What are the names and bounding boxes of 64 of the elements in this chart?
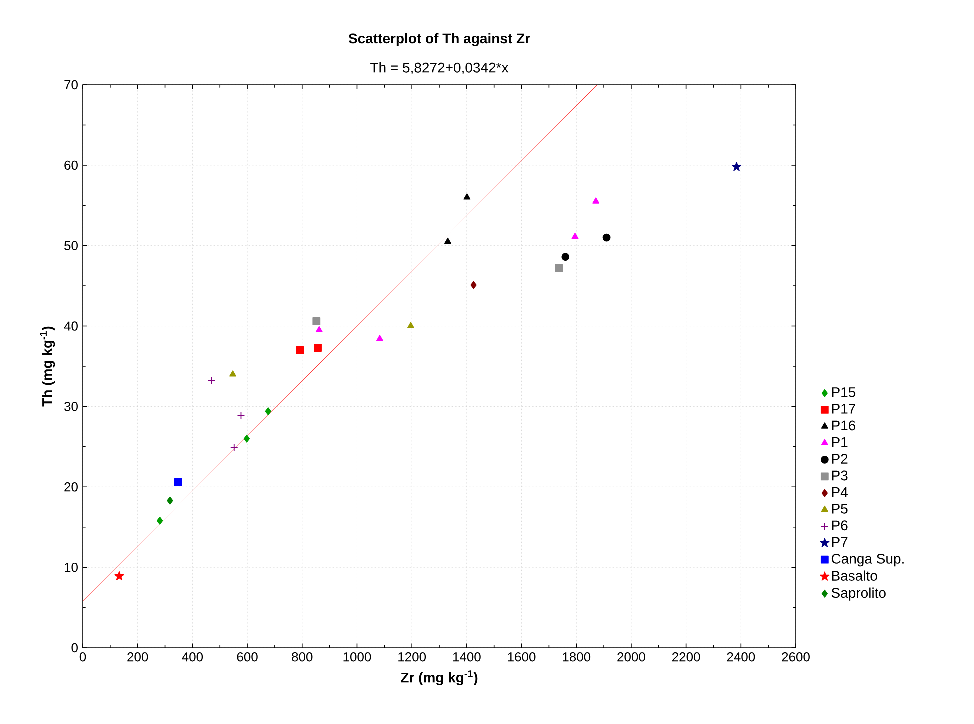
x-tick-label: 1600 bbox=[508, 652, 536, 662]
point bbox=[230, 370, 236, 377]
point bbox=[408, 322, 414, 328]
legend-label: Saprolito bbox=[832, 588, 886, 601]
point bbox=[174, 478, 182, 486]
point bbox=[296, 346, 304, 354]
y-tick-label: 30 bbox=[64, 402, 78, 412]
point bbox=[376, 335, 384, 342]
x-tick-label: 1000 bbox=[344, 652, 372, 662]
point bbox=[555, 264, 564, 272]
x-tick-label: 0 bbox=[80, 652, 86, 662]
point bbox=[602, 234, 611, 242]
x-tick-label: 2200 bbox=[672, 652, 700, 662]
legend-label: P2 bbox=[832, 454, 848, 464]
y-tick-label: 0 bbox=[72, 643, 78, 653]
point bbox=[237, 412, 246, 420]
x-tick-label: 1800 bbox=[563, 652, 591, 662]
legend-label: P17 bbox=[832, 404, 856, 414]
x-tick-label: 2600 bbox=[782, 652, 810, 662]
x-tick-label: 200 bbox=[128, 652, 148, 662]
legend-label: P15 bbox=[832, 388, 856, 398]
point bbox=[562, 253, 570, 262]
point bbox=[444, 238, 452, 244]
point bbox=[156, 516, 164, 525]
point bbox=[312, 318, 321, 326]
y-tick-label: 20 bbox=[64, 482, 78, 492]
chart-subtitle: Th = 5,8272+0,0342*x bbox=[370, 62, 509, 74]
x-tick-label: 1400 bbox=[453, 652, 481, 662]
legend-label: P3 bbox=[832, 470, 848, 481]
legend-label: P6 bbox=[832, 520, 848, 531]
point bbox=[316, 326, 323, 333]
point bbox=[167, 496, 174, 505]
x-tick-label: 1200 bbox=[398, 652, 426, 662]
point bbox=[572, 233, 579, 240]
point bbox=[592, 198, 600, 204]
point bbox=[732, 162, 742, 172]
point bbox=[470, 281, 477, 290]
point bbox=[208, 377, 216, 385]
point bbox=[314, 344, 322, 352]
x-tick-label: 400 bbox=[182, 652, 204, 662]
legend-label: P5 bbox=[832, 504, 848, 514]
x-tick-label: 800 bbox=[292, 652, 313, 662]
chart-title: Scatterplot of Th against Zr bbox=[348, 33, 530, 46]
point bbox=[244, 434, 250, 443]
legend-label: Canga Sup. bbox=[832, 554, 904, 567]
point bbox=[230, 444, 238, 452]
y-tick-label: 10 bbox=[65, 562, 78, 572]
point bbox=[114, 571, 124, 581]
y-axis-title: Th (mg kg$^{-1}$) bbox=[40, 326, 56, 407]
legend-label: Basalto bbox=[832, 570, 878, 581]
x-axis-title: Zr (mg kg$^{-1}$) bbox=[401, 670, 478, 686]
y-tick-label: 40 bbox=[64, 322, 78, 331]
y-tick-label: 50 bbox=[64, 241, 78, 250]
x-tick-label: 600 bbox=[237, 652, 258, 662]
legend-label: P1 bbox=[832, 437, 848, 448]
legend-label: P16 bbox=[832, 420, 856, 431]
legend-label: P7 bbox=[832, 537, 848, 548]
x-tick-label: 2400 bbox=[727, 652, 756, 662]
point bbox=[265, 408, 272, 416]
y-tick-label: 60 bbox=[64, 160, 78, 170]
x-tick-label: 2000 bbox=[618, 652, 646, 662]
legend-label: P4 bbox=[832, 488, 848, 498]
y-tick-label: 70 bbox=[64, 80, 78, 90]
point bbox=[464, 194, 471, 200]
